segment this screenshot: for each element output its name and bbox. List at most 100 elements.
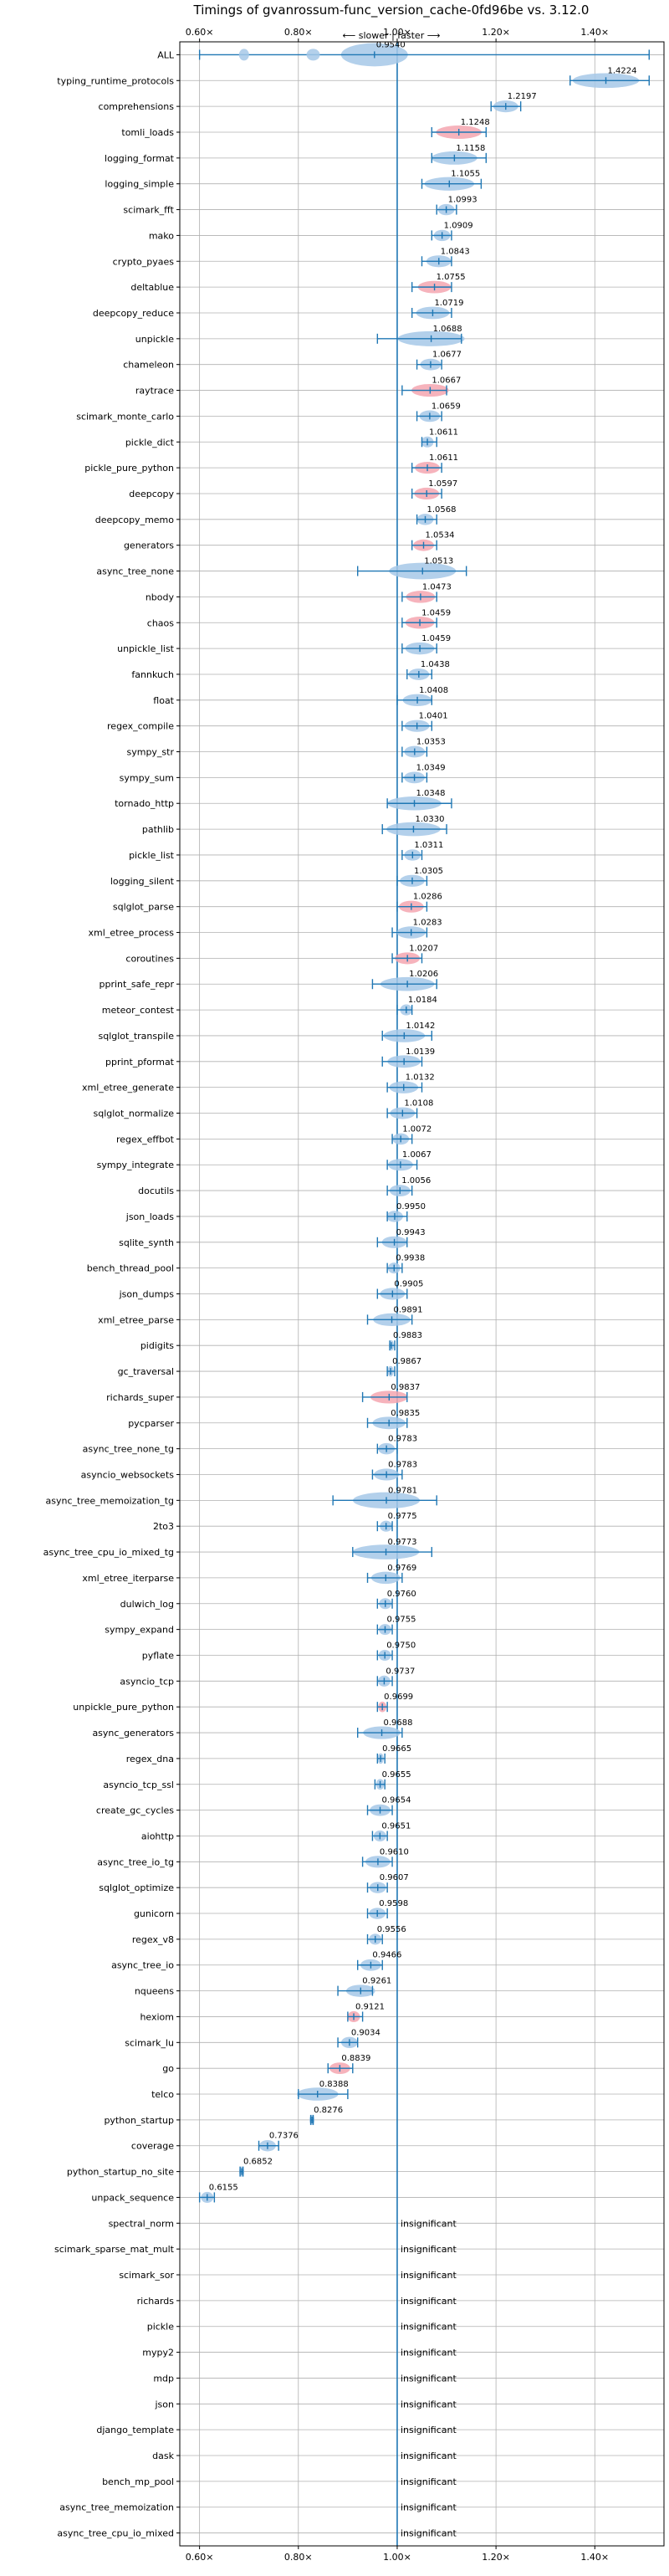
y-tick-label: async_tree_none bbox=[96, 566, 174, 577]
value-label: 1.0184 bbox=[408, 996, 437, 1005]
value-label: 0.9905 bbox=[394, 1280, 423, 1289]
y-tick-label: comprehensions bbox=[99, 101, 175, 112]
value-label: 1.0755 bbox=[437, 273, 466, 282]
value-label: 1.0459 bbox=[421, 634, 451, 643]
value-label: 1.0401 bbox=[419, 712, 448, 721]
y-tick-label: pprint_pformat bbox=[105, 1057, 175, 1068]
x-tick-label-top: 1.20× bbox=[482, 27, 510, 38]
y-tick-label: crypto_pyaes bbox=[113, 256, 175, 267]
value-label: 1.1248 bbox=[461, 118, 490, 127]
y-tick-label: bench_thread_pool bbox=[87, 1263, 174, 1274]
value-label: 1.0473 bbox=[422, 582, 452, 592]
y-tick-label: async_tree_cpu_io_mixed bbox=[57, 2528, 174, 2539]
y-tick-label: go bbox=[162, 2063, 174, 2074]
insignificant-label: insignificant bbox=[401, 2322, 457, 2333]
value-label: 1.0597 bbox=[428, 479, 457, 489]
value-label: 0.9750 bbox=[386, 1641, 416, 1650]
value-label: 1.0667 bbox=[432, 376, 461, 386]
y-tick-label: ALL bbox=[157, 49, 175, 60]
value-label: 1.4224 bbox=[608, 66, 637, 75]
value-label: 0.9760 bbox=[387, 1590, 416, 1599]
value-label: 0.9773 bbox=[388, 1538, 417, 1547]
value-label: 0.9867 bbox=[392, 1357, 421, 1366]
value-label: 1.0611 bbox=[429, 428, 458, 437]
insignificant-label: insignificant bbox=[401, 2270, 457, 2281]
y-tick-label: async_generators bbox=[92, 1728, 174, 1739]
y-tick-label: sqlglot_normalize bbox=[94, 1109, 175, 1119]
x-tick-label-bottom: 1.40× bbox=[580, 2552, 609, 2563]
value-label: 0.9883 bbox=[393, 1331, 422, 1340]
value-label: 0.6155 bbox=[209, 2183, 238, 2192]
y-tick-label: unpack_sequence bbox=[91, 2192, 174, 2203]
y-tick-label: richards_super bbox=[106, 1392, 174, 1403]
y-tick-label: sqlite_synth bbox=[119, 1237, 174, 1248]
y-tick-label: asyncio_tcp bbox=[120, 1676, 174, 1687]
y-tick-label: mako bbox=[149, 230, 174, 241]
value-label: 1.0206 bbox=[409, 970, 438, 979]
y-tick-label: pickle bbox=[147, 2322, 175, 2333]
y-tick-label: async_tree_none_tg bbox=[83, 1444, 174, 1455]
y-tick-label: deepcopy_reduce bbox=[93, 308, 174, 319]
value-label: 1.0349 bbox=[416, 763, 446, 772]
insignificant-label: insignificant bbox=[401, 2296, 457, 2307]
y-tick-label: xml_etree_iterparse bbox=[82, 1573, 174, 1584]
y-tick-label: xml_etree_generate bbox=[82, 1083, 174, 1093]
value-label: 0.8276 bbox=[314, 2106, 343, 2115]
value-label: 0.9610 bbox=[380, 1847, 409, 1856]
y-tick-label: asyncio_tcp_ssl bbox=[103, 1780, 174, 1790]
y-tick-label: regex_compile bbox=[107, 721, 174, 732]
insignificant-label: insignificant bbox=[401, 2244, 457, 2255]
violin-outlier bbox=[238, 49, 249, 61]
y-tick-label: mypy2 bbox=[142, 2348, 174, 2358]
y-tick-label: pickle_list bbox=[129, 850, 175, 861]
value-label: 1.0611 bbox=[429, 453, 458, 463]
value-label: 1.0688 bbox=[433, 325, 462, 334]
y-tick-label: python_startup_no_site bbox=[67, 2167, 174, 2178]
y-tick-label: dulwich_log bbox=[120, 1599, 174, 1610]
insignificant-label: insignificant bbox=[401, 2425, 457, 2435]
y-tick-label: scimark_sparse_mat_mult bbox=[54, 2244, 175, 2255]
value-label: 0.9783 bbox=[388, 1460, 417, 1469]
value-label: 0.9607 bbox=[380, 1873, 409, 1882]
y-tick-label: meteor_contest bbox=[102, 1005, 175, 1016]
y-tick-label: json_loads bbox=[125, 1211, 174, 1222]
value-label: 1.0513 bbox=[424, 557, 453, 566]
x-tick-label-bottom: 1.20× bbox=[482, 2552, 510, 2563]
value-label: 0.9556 bbox=[377, 1925, 406, 1934]
value-label: 0.9938 bbox=[396, 1254, 425, 1263]
x-tick-label-top: 1.00× bbox=[383, 27, 411, 38]
y-tick-label: python_startup bbox=[104, 2115, 174, 2126]
grid: 0.60× 0.60× 0.80× 0.80× 1.00× 1.00× 1.20× 1.20×… bbox=[43, 27, 664, 2563]
value-label: 1.0132 bbox=[406, 1073, 435, 1083]
insignificant-label: insignificant bbox=[401, 2399, 457, 2410]
y-tick-label: 2to3 bbox=[153, 1521, 174, 1532]
plot-frame bbox=[179, 41, 665, 2547]
value-label: 0.9837 bbox=[391, 1383, 420, 1392]
value-label: 1.0353 bbox=[416, 738, 446, 747]
value-label: 0.9261 bbox=[362, 1977, 391, 1986]
y-tick-label: async_tree_memoization bbox=[59, 2502, 174, 2513]
value-label: 1.0072 bbox=[402, 1124, 432, 1134]
y-tick-label: pycparser bbox=[128, 1418, 174, 1429]
y-tick-label: typing_runtime_protocols bbox=[57, 75, 174, 86]
y-tick-label: pidigits bbox=[140, 1340, 174, 1351]
x-tick-label-bottom: 0.60× bbox=[186, 2552, 214, 2563]
y-tick-label: logging_simple bbox=[105, 179, 174, 190]
y-tick-label: sqlglot_parse bbox=[113, 902, 174, 913]
x-tick-label-top: 0.60× bbox=[186, 27, 214, 38]
value-label: 0.8388 bbox=[319, 2080, 349, 2089]
y-tick-label: unpickle_list bbox=[117, 643, 175, 654]
value-label: 0.9781 bbox=[388, 1486, 417, 1495]
y-tick-label: sympy_expand bbox=[105, 1625, 174, 1636]
y-tick-label: sympy_integrate bbox=[97, 1160, 175, 1170]
y-tick-label: mdp bbox=[153, 2373, 174, 2384]
value-label: 0.6852 bbox=[243, 2158, 273, 2167]
y-tick-label: regex_effbot bbox=[116, 1134, 175, 1145]
value-label: 1.0459 bbox=[421, 608, 451, 617]
value-label: 1.0909 bbox=[444, 221, 473, 230]
value-label: 0.9466 bbox=[372, 1951, 401, 1960]
value-label: 0.8839 bbox=[341, 2054, 370, 2063]
value-label: 0.7376 bbox=[269, 2132, 299, 2141]
y-tick-label: scimark_fft bbox=[123, 205, 174, 216]
